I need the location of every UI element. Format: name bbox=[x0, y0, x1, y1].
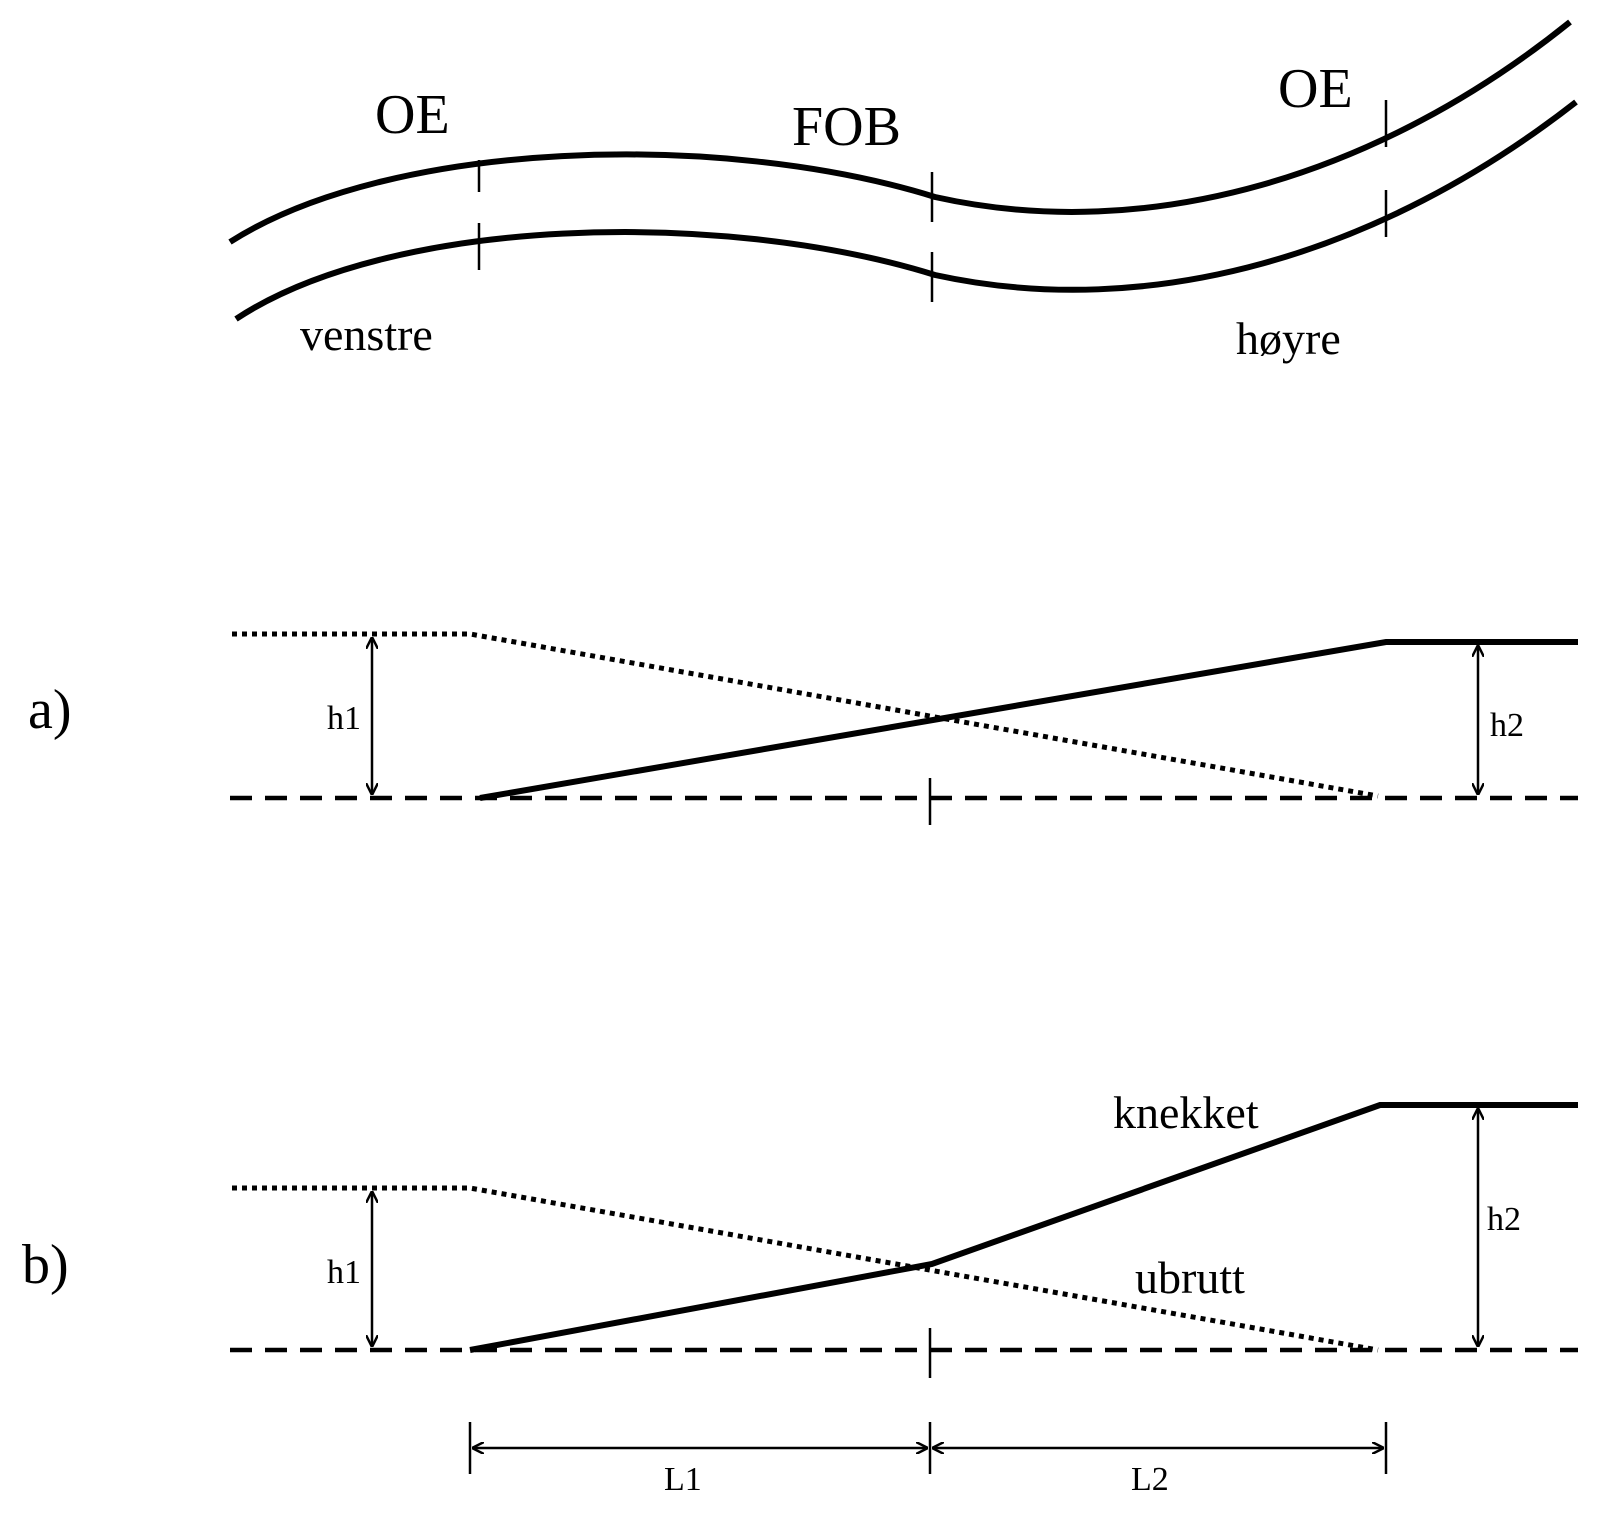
road-edge-upper bbox=[228, 19, 1572, 245]
panel-b: b) knekket ubrutt h1 h2 L1 L2 bbox=[22, 1087, 1578, 1498]
l2-label: L2 bbox=[1131, 1461, 1169, 1498]
left-side-label: venstre bbox=[300, 309, 433, 360]
knekket-label: knekket bbox=[1113, 1087, 1259, 1138]
panel-a-h1-label: h1 bbox=[327, 700, 361, 737]
right-side-label: høyre bbox=[1236, 313, 1341, 364]
l1-label: L1 bbox=[664, 1461, 702, 1498]
oe-right-label: OE bbox=[1278, 58, 1353, 120]
oe-left-label: OE bbox=[375, 84, 450, 146]
panel-b-h2-label: h2 bbox=[1487, 1201, 1521, 1238]
road-plan-view: OE FOB OE venstre høyre bbox=[228, 19, 1578, 364]
panel-a-left-profile bbox=[232, 631, 1379, 799]
panel-a-label: a) bbox=[28, 679, 72, 741]
panel-a-h2-label: h2 bbox=[1490, 707, 1524, 744]
panel-b-h1-label: h1 bbox=[327, 1254, 361, 1291]
panel-b-knekket-profile bbox=[469, 1102, 1578, 1353]
ubrutt-label: ubrutt bbox=[1135, 1252, 1245, 1303]
panel-b-ubrutt-profile bbox=[232, 1185, 1379, 1353]
road-edge-lower bbox=[234, 99, 1578, 322]
panel-b-label: b) bbox=[22, 1234, 69, 1296]
fob-label: FOB bbox=[792, 96, 901, 158]
panel-a: a) h1 h2 bbox=[28, 631, 1578, 825]
panel-a-right-profile bbox=[479, 639, 1578, 801]
